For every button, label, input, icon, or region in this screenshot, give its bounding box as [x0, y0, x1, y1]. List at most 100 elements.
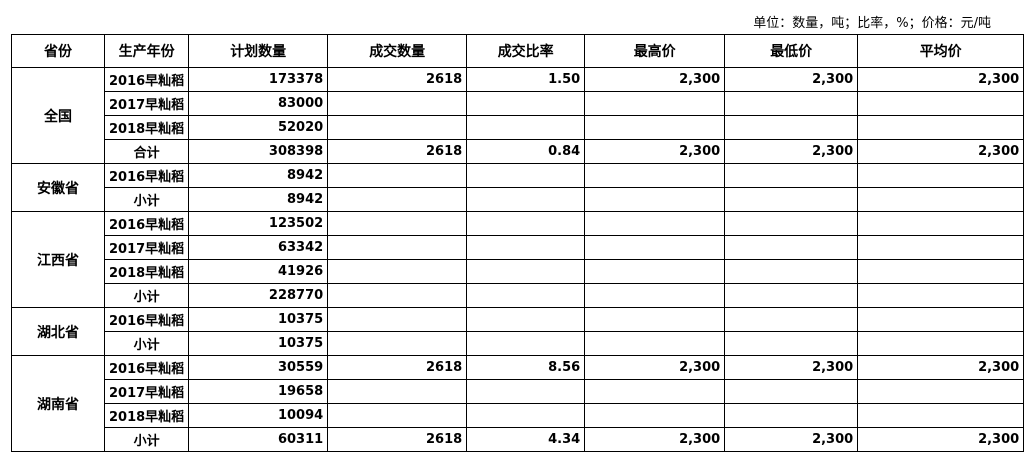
value-cell: 83000 — [188, 91, 329, 116]
column-header: 成交数量 — [327, 34, 468, 68]
value-cell: 10375 — [188, 307, 329, 332]
table-row: 小计 60311 2618 4.34 2,300 2,300 2,300 — [12, 427, 1025, 452]
table-row: 全国 2016早籼稻 173378 2618 1.50 2,300 2,300 2,300 — [11, 67, 1025, 164]
year-cell: 2018早籼稻 — [103, 115, 190, 140]
value-cell — [584, 115, 726, 140]
value-cell — [857, 403, 1025, 428]
value-cell — [724, 91, 859, 116]
value-cell — [857, 331, 1025, 356]
table-row: 湖北省 2016早籼稻 10375 — [11, 307, 1025, 356]
value-cell — [724, 331, 859, 356]
value-cell — [857, 115, 1025, 140]
value-cell — [327, 283, 468, 308]
province-cell: 湖南省 — [11, 355, 105, 452]
value-cell: 2,300 — [857, 355, 1025, 380]
value-cell — [584, 91, 726, 116]
value-cell — [466, 187, 586, 212]
value-cell — [466, 211, 586, 236]
value-cell: 2,300 — [724, 67, 859, 92]
value-cell: 4.34 — [466, 427, 586, 452]
value-cell — [857, 235, 1025, 260]
year-cell: 小计 — [103, 187, 190, 212]
value-cell: 8942 — [188, 187, 329, 212]
column-header: 成交比率 — [466, 34, 586, 68]
value-cell — [466, 91, 586, 116]
value-cell: 19658 — [188, 379, 329, 404]
value-cell — [584, 283, 726, 308]
value-cell — [724, 115, 859, 140]
value-cell — [466, 379, 586, 404]
year-cell: 2016早籼稻 — [103, 211, 190, 236]
column-header: 最高价 — [584, 34, 726, 68]
year-cell: 2018早籼稻 — [103, 259, 190, 284]
column-header: 平均价 — [857, 34, 1025, 68]
column-header: 生产年份 — [103, 34, 190, 68]
value-cell — [857, 163, 1025, 188]
year-cell: 小计 — [103, 331, 190, 356]
value-cell — [857, 91, 1025, 116]
value-cell: 41926 — [188, 259, 329, 284]
value-cell — [857, 187, 1025, 212]
table-row: 2018早籼稻 52020 — [12, 115, 1025, 140]
value-cell — [857, 379, 1025, 404]
value-cell — [857, 259, 1025, 284]
value-cell — [327, 187, 468, 212]
value-cell: 2618 — [327, 355, 468, 380]
year-cell: 小计 — [103, 283, 190, 308]
year-cell: 2017早籼稻 — [103, 379, 190, 404]
value-cell — [466, 235, 586, 260]
value-cell — [724, 235, 859, 260]
value-cell: 8.56 — [466, 355, 586, 380]
value-cell — [327, 307, 468, 332]
value-cell — [857, 211, 1025, 236]
table-row: 江西省 2016早籼稻 123502 — [11, 211, 1025, 308]
table-row: 2017早籼稻 19658 — [12, 379, 1025, 404]
table-row: 2018早籼稻 10094 — [12, 403, 1025, 428]
value-cell — [724, 283, 859, 308]
table-row: 2018早籼稻 41926 — [12, 259, 1025, 284]
value-cell — [857, 283, 1025, 308]
value-cell — [724, 211, 859, 236]
year-cell: 小计 — [103, 427, 190, 452]
value-cell — [466, 307, 586, 332]
value-cell: 2,300 — [857, 67, 1025, 92]
value-cell: 30559 — [188, 355, 329, 380]
value-cell — [327, 91, 468, 116]
value-cell — [327, 403, 468, 428]
value-cell: 0.84 — [466, 139, 586, 164]
value-cell: 123502 — [188, 211, 329, 236]
value-cell — [584, 403, 726, 428]
value-cell — [327, 379, 468, 404]
value-cell — [584, 235, 726, 260]
year-cell: 合计 — [103, 139, 190, 164]
value-cell — [724, 403, 859, 428]
value-cell: 10094 — [188, 403, 329, 428]
value-cell — [584, 307, 726, 332]
table-row: 小计 8942 — [12, 187, 1025, 212]
table-row: 湖南省 2016早籼稻 30559 2618 8.56 2,300 2,300 2,300 — [11, 355, 1025, 452]
value-cell — [584, 379, 726, 404]
table-row: 安徽省 2016早籼稻 8942 — [11, 163, 1025, 212]
value-cell — [724, 379, 859, 404]
year-cell: 2016早籼稻 — [103, 355, 190, 380]
value-cell — [584, 163, 726, 188]
value-cell: 2,300 — [584, 67, 726, 92]
value-cell — [327, 115, 468, 140]
year-cell: 2017早籼稻 — [103, 235, 190, 260]
value-cell — [584, 187, 726, 212]
value-cell: 8942 — [188, 163, 329, 188]
value-cell: 2,300 — [724, 355, 859, 380]
value-cell: 2,300 — [724, 139, 859, 164]
value-cell: 2618 — [327, 139, 468, 164]
value-cell: 1.50 — [466, 67, 586, 92]
value-cell — [466, 403, 586, 428]
province-cell: 全国 — [11, 67, 105, 164]
year-cell: 2016早籼稻 — [103, 163, 190, 188]
value-cell — [584, 259, 726, 284]
value-cell: 10375 — [188, 331, 329, 356]
value-cell: 2,300 — [857, 139, 1025, 164]
province-cell: 安徽省 — [11, 163, 105, 212]
value-cell — [584, 211, 726, 236]
value-cell — [327, 163, 468, 188]
value-cell — [724, 259, 859, 284]
